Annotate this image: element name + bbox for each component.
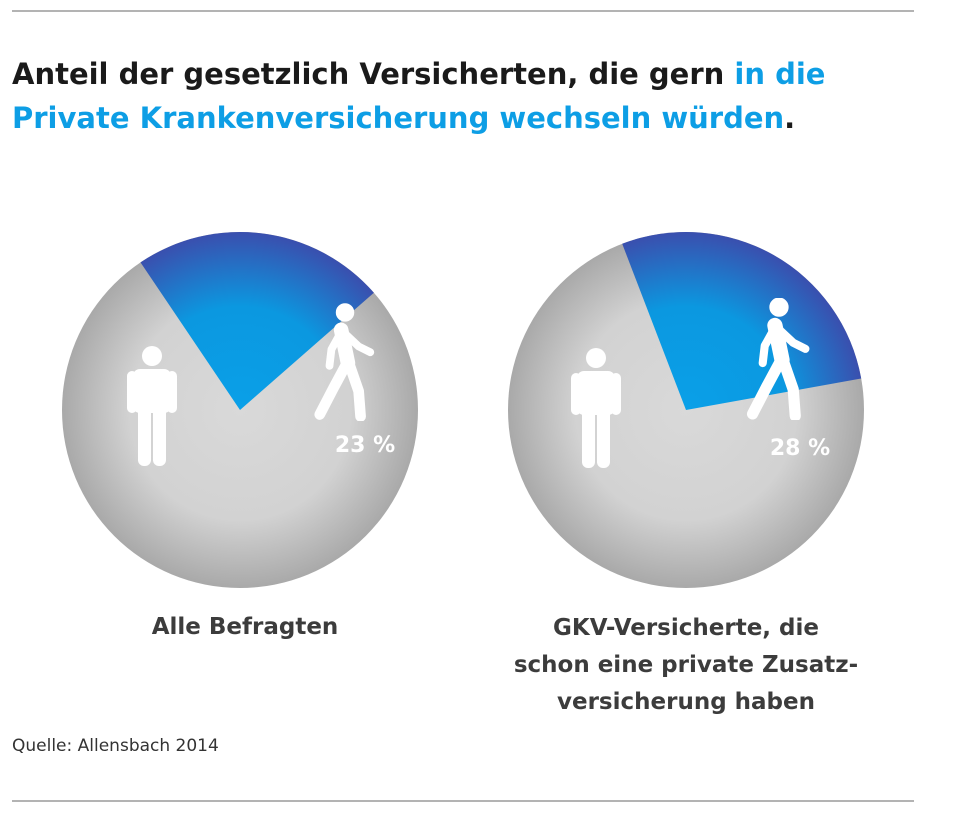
pie-chart-2: 28 % [508, 231, 864, 588]
pie-2-caption-line: GKV-Versicherte, die [553, 615, 819, 641]
top-divider [12, 10, 914, 12]
pie-1-value-label: 23 % [335, 433, 395, 458]
pie-2-caption-text: GKV-Versicherte, die schon eine private Z… [514, 615, 858, 715]
pie-2-caption-line: versicherung haben [556, 689, 815, 715]
source-note: Quelle: Allensbach 2014 [12, 736, 219, 756]
pie-1-slice-23 [140, 232, 374, 410]
title-highlight-2: Private Krankenversicherung wechseln wür… [12, 101, 785, 135]
pie-chart-1: 23 % [62, 232, 418, 588]
title-highlight-1: in die [734, 57, 826, 91]
title-period: . [784, 101, 796, 135]
bottom-divider [12, 800, 914, 802]
pie-1-caption: Alle Befragten [151, 614, 339, 640]
pie-2-caption: GKV-Versicherte, die schon eine private Z… [486, 610, 886, 721]
pie-2-slice-28 [622, 231, 862, 410]
chart-title: Anteil der gesetzlich Versicherten, die … [12, 52, 942, 140]
pie-2-value-label: 28 % [770, 436, 830, 461]
pie-2-caption-line: schon eine private Zusatz- [513, 652, 859, 678]
title-part-1: Anteil der gesetzlich Versicherten, die … [12, 57, 735, 91]
